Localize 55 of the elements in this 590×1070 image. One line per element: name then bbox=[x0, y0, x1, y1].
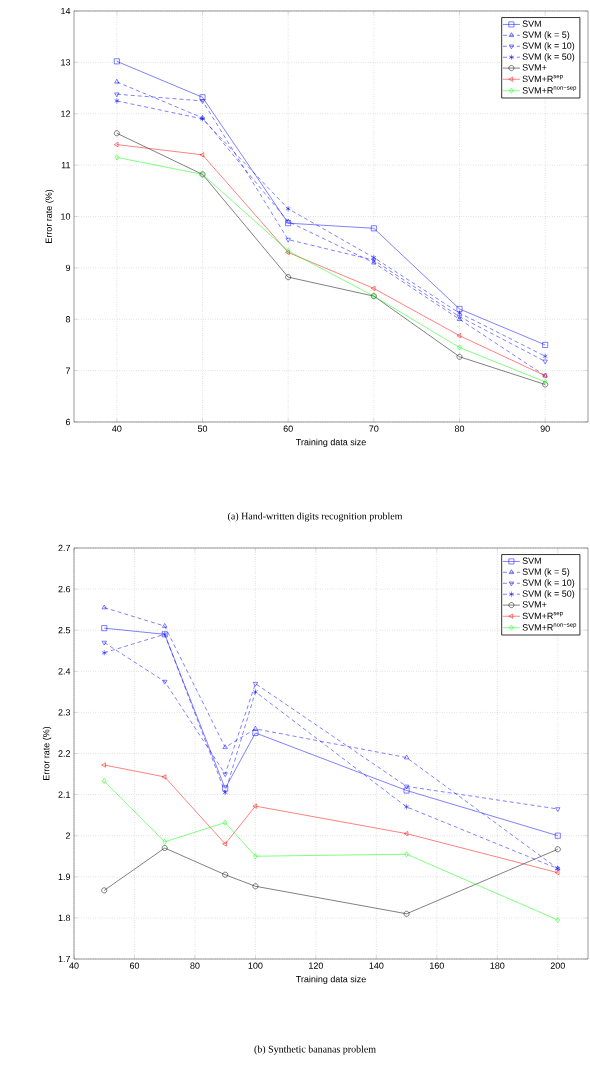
x-tick-label: 80 bbox=[454, 425, 465, 432]
y-tick-label: 7 bbox=[65, 367, 71, 374]
y-tick-label: 1.9 bbox=[58, 873, 71, 880]
legend-label: SVM bbox=[522, 20, 541, 27]
x-tick-label: 50 bbox=[197, 425, 208, 432]
y-tick-label: 2.7 bbox=[58, 544, 71, 552]
x-tick-label: 100 bbox=[248, 962, 263, 969]
x-tick-label: 140 bbox=[369, 962, 384, 969]
legend-label: SVM+R$^{non−sep}$ bbox=[522, 86, 577, 94]
y-tick-label: 2.2 bbox=[58, 750, 71, 757]
x-tick-label: 60 bbox=[283, 425, 293, 432]
y-tick-label: 9 bbox=[65, 264, 71, 272]
legend-label: SVM+R$^{sep}$ bbox=[522, 611, 563, 620]
x-tick-label: 70 bbox=[369, 425, 379, 432]
legend-label: SVM bbox=[522, 557, 541, 564]
legend-label: SVM (k = 10) bbox=[522, 579, 575, 588]
legend-label: SVM+R$^{non−sep}$ bbox=[522, 623, 577, 631]
y-axis-title: Error rate (%) bbox=[42, 726, 52, 780]
x-tick-label: 90 bbox=[540, 425, 550, 432]
y-tick-label: 2 bbox=[65, 832, 71, 839]
y-tick-label: 2.6 bbox=[58, 585, 71, 593]
x-tick-label: 200 bbox=[550, 962, 565, 969]
legend-label: SVM (k = 50) bbox=[522, 590, 575, 599]
y-tick-label: 2.5 bbox=[58, 627, 71, 634]
x-tick-label: 80 bbox=[190, 962, 200, 969]
y-tick-label: 14 bbox=[61, 7, 71, 15]
x-tick-label: 40 bbox=[69, 962, 79, 969]
y-tick-label: 12 bbox=[61, 110, 71, 117]
text: (b) Synthetic bananas problem bbox=[254, 1045, 376, 1055]
x-axis-title: Training data size bbox=[295, 438, 366, 448]
legend-label: SVM (k = 10) bbox=[522, 42, 575, 51]
x-tick-label: 60 bbox=[129, 962, 140, 969]
y-axis-title: Error rate (%) bbox=[45, 189, 54, 243]
y-tick-label: 2.1 bbox=[58, 791, 71, 798]
y-tick-label: 8 bbox=[65, 316, 71, 323]
x-tick-label: 40 bbox=[112, 425, 122, 432]
legend-label: SVM+ bbox=[522, 601, 547, 608]
y-tick-label: 1.8 bbox=[58, 914, 71, 922]
y-tick-label: 6 bbox=[65, 418, 71, 426]
y-tick-label: 1.7 bbox=[58, 955, 71, 963]
y-tick-label: 11 bbox=[61, 162, 71, 169]
y-tick-label: 2.4 bbox=[58, 668, 71, 675]
legend-label: SVM+ bbox=[522, 64, 547, 71]
y-tick-label: 13 bbox=[61, 59, 71, 66]
x-tick-label: 180 bbox=[490, 962, 505, 969]
x-tick-label: 120 bbox=[309, 962, 324, 969]
y-tick-label: 10 bbox=[61, 213, 71, 220]
x-tick-label: 160 bbox=[430, 962, 444, 969]
x-axis-title: Training data size bbox=[295, 975, 366, 985]
text: (a) Hand-written digits recognition problem bbox=[228, 512, 403, 522]
legend-label: SVM (k = 50) bbox=[522, 53, 575, 62]
legend-label: SVM (k = 5) bbox=[522, 568, 570, 577]
y-tick-label: 2.3 bbox=[58, 709, 71, 716]
legend-label: SVM+R$^{sep}$ bbox=[522, 74, 563, 83]
legend-label: SVM (k = 5) bbox=[522, 31, 570, 40]
